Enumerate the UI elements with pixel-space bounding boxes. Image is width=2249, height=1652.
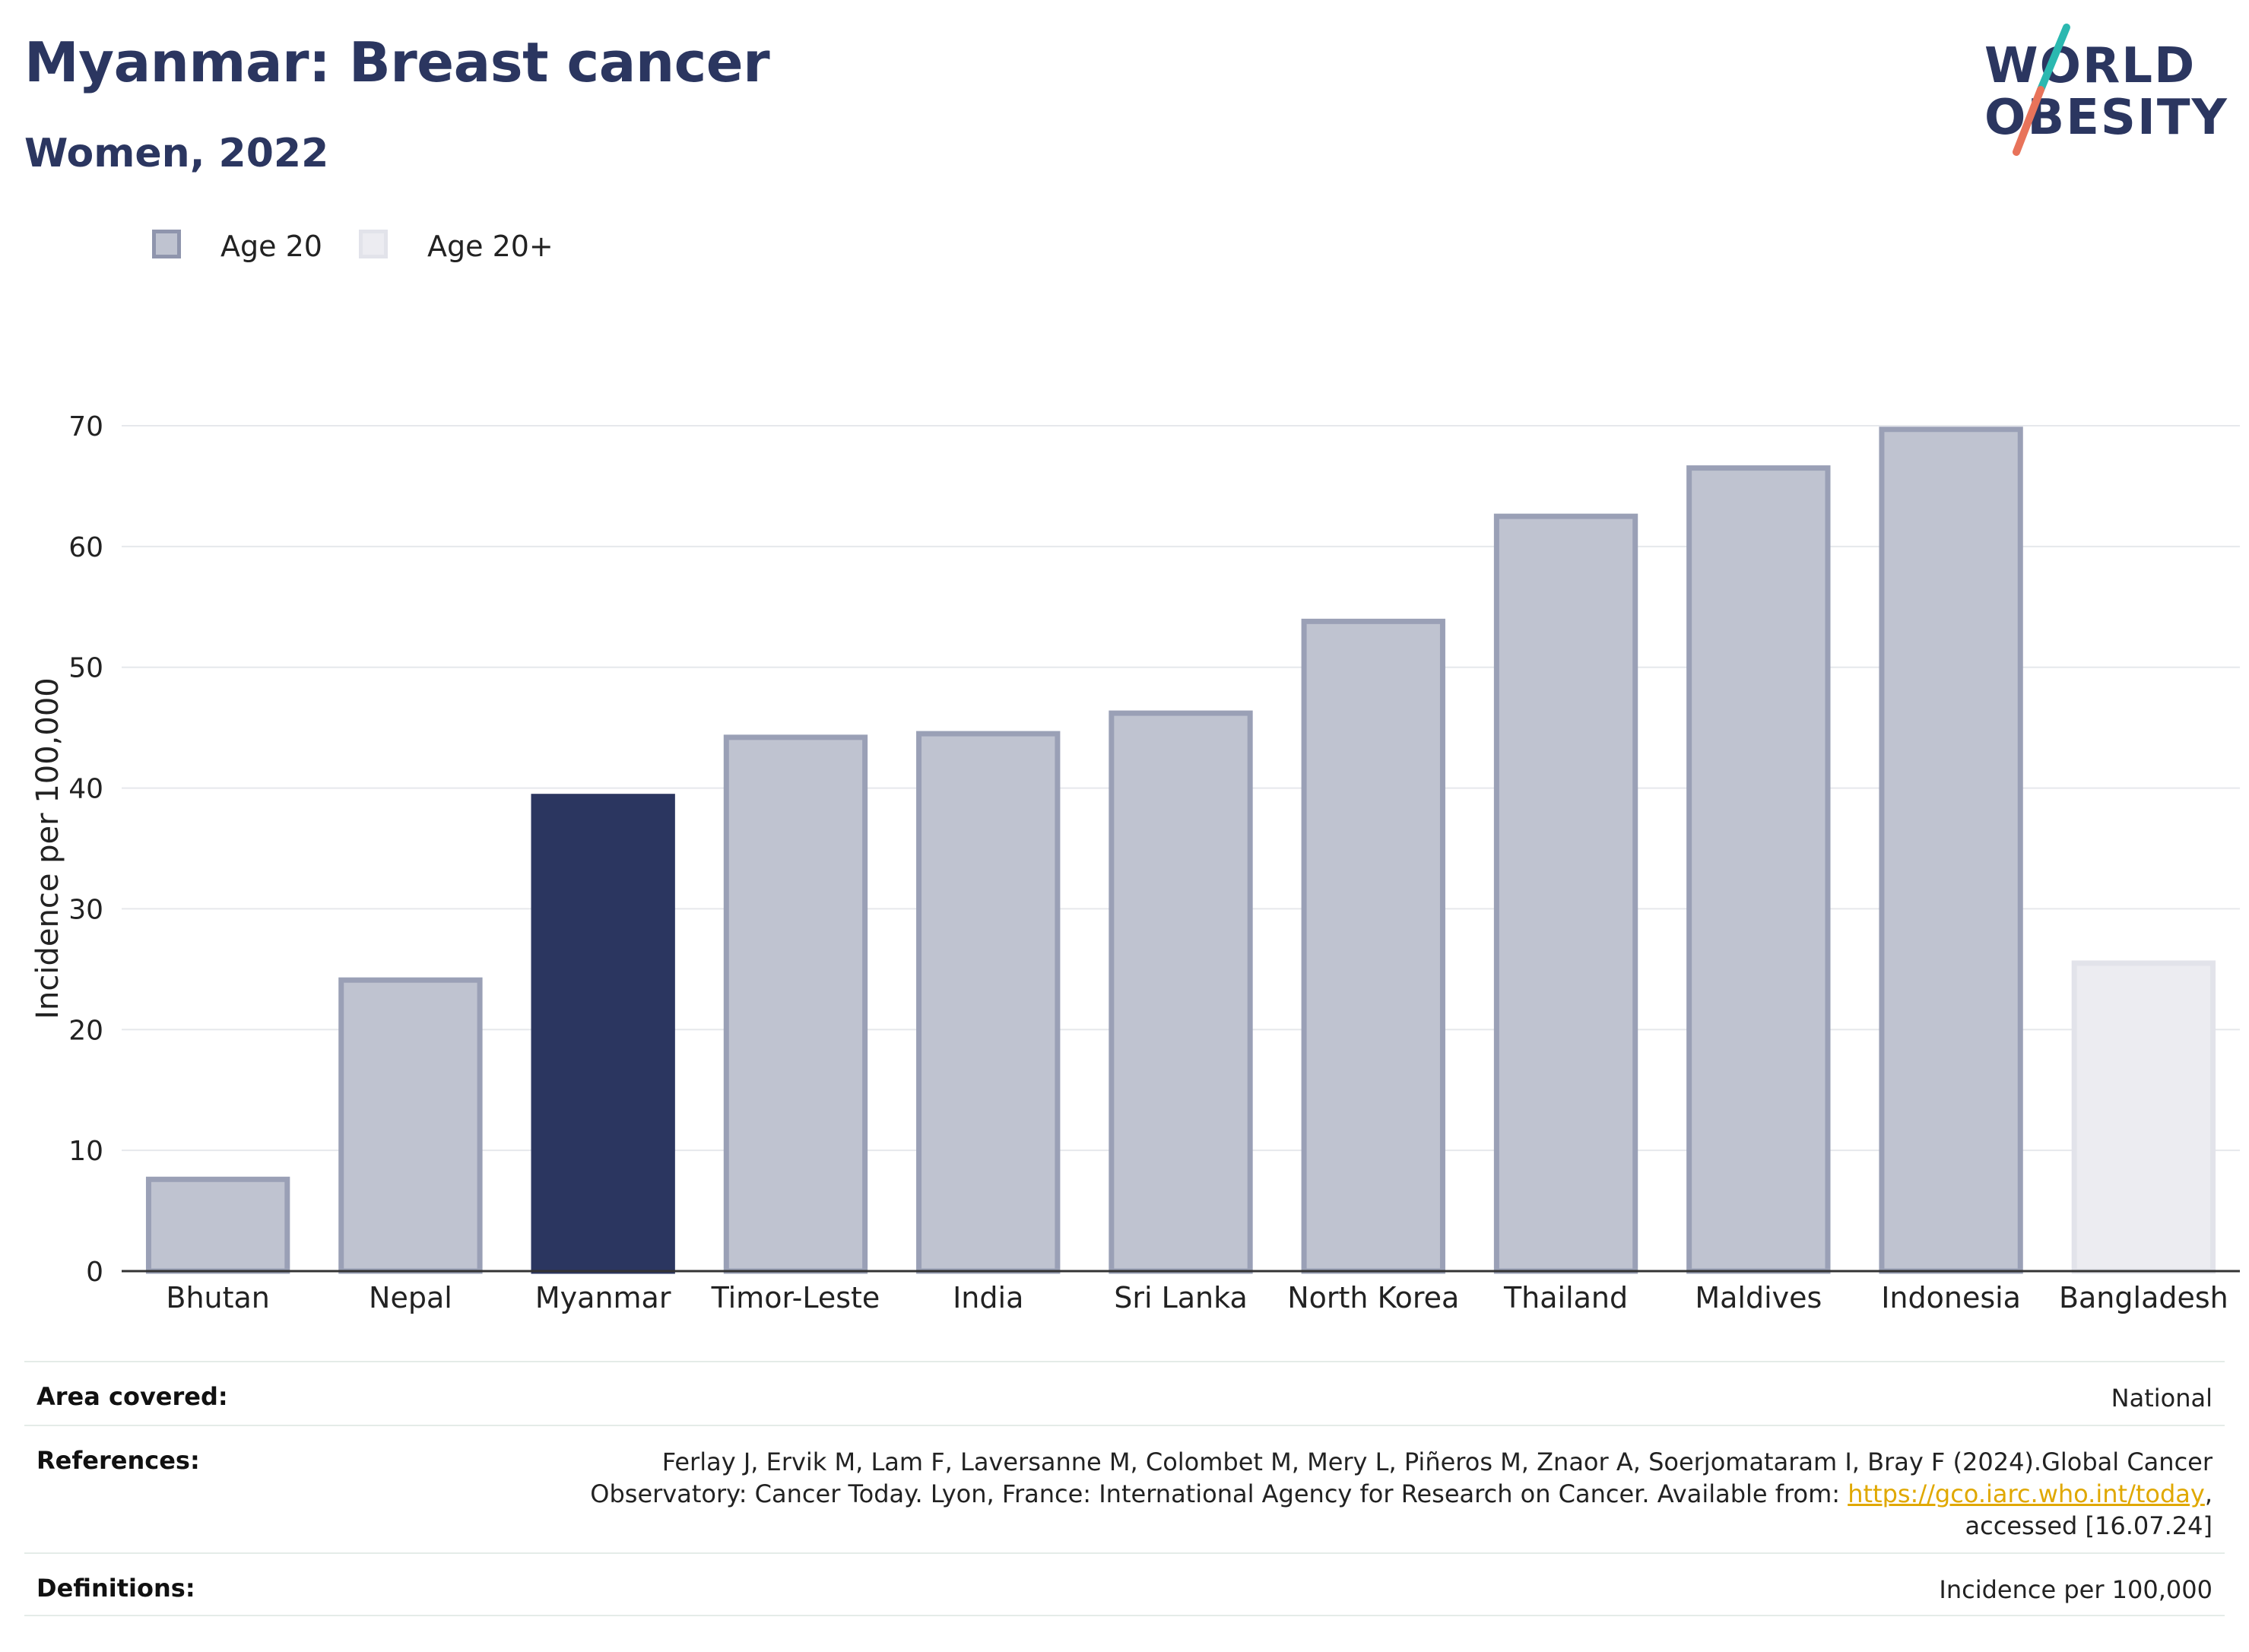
legend-swatch-age-20 bbox=[152, 230, 181, 258]
definitions-value: Incidence per 100,000 bbox=[1939, 1575, 2213, 1604]
chart-title: Myanmar: Breast cancer bbox=[24, 30, 770, 94]
legend-label-age-20: Age 20 bbox=[220, 230, 322, 263]
chart-subtitle: Women, 2022 bbox=[24, 131, 329, 176]
y-tick-label: 70 bbox=[68, 411, 103, 442]
x-tick-label: Indonesia bbox=[1881, 1281, 2021, 1314]
bar-indonesia bbox=[1879, 426, 2023, 1274]
y-axis-label: Incidence per 100,000 bbox=[30, 677, 65, 1019]
metadata-row-definitions: Definitions: Incidence per 100,000 bbox=[24, 1552, 2225, 1616]
bar-india bbox=[916, 731, 1061, 1274]
legend-label-age-20-plus: Age 20+ bbox=[427, 230, 554, 263]
legend-swatch-age-20-plus bbox=[359, 230, 388, 258]
y-tick-label: 20 bbox=[68, 1015, 103, 1046]
bar-sri-lanka bbox=[1109, 710, 1253, 1274]
references-line-1: Ferlay J, Ervik M, Lam F, Laversanne M, … bbox=[661, 1447, 2213, 1476]
y-tick-label: 40 bbox=[68, 774, 103, 805]
definitions-label: Definitions: bbox=[36, 1574, 195, 1603]
references-line-2: Observatory: Cancer Today. Lyon, France:… bbox=[590, 1478, 2213, 1510]
area-covered-label: Area covered: bbox=[36, 1382, 228, 1411]
bar-timor-leste bbox=[723, 734, 868, 1274]
metadata-table: Area covered: National References: Ferla… bbox=[24, 1361, 2225, 1616]
bar-chart: 0 10 20 30 40 50 60 70 Bhutan Nepal Myanmar Timor-L… bbox=[30, 411, 2240, 1314]
x-tick-label: Myanmar bbox=[535, 1281, 671, 1314]
references-line-2-text: Observatory: Cancer Today. Lyon, France:… bbox=[590, 1479, 1848, 1508]
x-tick-label: Thailand bbox=[1503, 1281, 1628, 1314]
bar-maldives bbox=[1686, 465, 1831, 1274]
metadata-row-area: Area covered: National bbox=[24, 1361, 2225, 1425]
y-tick-label: 30 bbox=[68, 894, 103, 925]
x-tick-label: Maldives bbox=[1695, 1281, 1822, 1314]
y-tick-label: 60 bbox=[68, 532, 103, 563]
references-line-3: accessed [16.07.24] bbox=[1965, 1511, 2213, 1540]
world-obesity-logo: WORLD OBESITY bbox=[1984, 21, 2243, 166]
references-value: Ferlay J, Ervik M, Lam F, Laversanne M, … bbox=[590, 1446, 2213, 1542]
area-covered-value: National bbox=[2111, 1384, 2213, 1413]
metadata-row-references: References: Ferlay J, Ervik M, Lam F, La… bbox=[24, 1425, 2225, 1552]
x-tick-label: Bangladesh bbox=[2059, 1281, 2228, 1314]
bar-nepal bbox=[338, 977, 483, 1274]
x-tick-label: North Korea bbox=[1287, 1281, 1459, 1314]
y-tick-label: 50 bbox=[68, 653, 103, 684]
y-tick-label: 0 bbox=[86, 1257, 103, 1288]
logo-word-world: WORLD bbox=[1984, 38, 2197, 94]
x-tick-label: Bhutan bbox=[166, 1281, 270, 1314]
bar-myanmar bbox=[531, 794, 675, 1274]
bar-bhutan bbox=[145, 1176, 290, 1274]
x-tick-label: Sri Lanka bbox=[1114, 1281, 1248, 1314]
bar-thailand bbox=[1493, 513, 1638, 1274]
x-tick-label: Nepal bbox=[369, 1281, 452, 1314]
x-tick-label: Timor-Leste bbox=[711, 1281, 880, 1314]
bar-bangladesh bbox=[2071, 960, 2216, 1274]
references-link[interactable]: https://gco.iarc.who.int/today bbox=[1848, 1479, 2205, 1508]
logo-slash-icon bbox=[2013, 24, 2070, 156]
references-line-2-comma: , bbox=[2204, 1479, 2213, 1508]
bar-north-korea bbox=[1301, 618, 1445, 1274]
y-tick-label: 10 bbox=[68, 1136, 103, 1167]
references-label: References: bbox=[36, 1446, 200, 1475]
x-tick-label: India bbox=[953, 1281, 1023, 1314]
